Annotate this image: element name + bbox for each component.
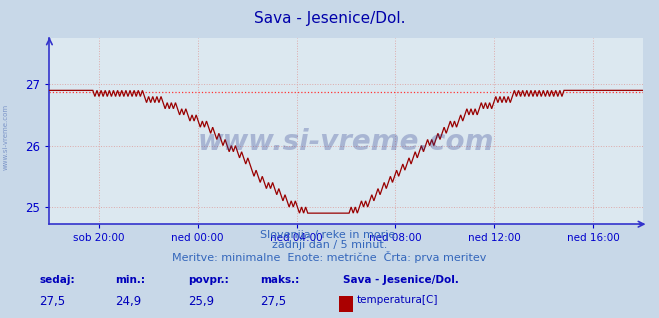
- Text: temperatura[C]: temperatura[C]: [357, 295, 439, 305]
- Text: povpr.:: povpr.:: [188, 275, 229, 285]
- Text: Slovenija / reke in morje.: Slovenija / reke in morje.: [260, 230, 399, 239]
- Text: 25,9: 25,9: [188, 295, 214, 308]
- Text: Meritve: minimalne  Enote: metrične  Črta: prva meritev: Meritve: minimalne Enote: metrične Črta:…: [172, 251, 487, 263]
- Text: www.si-vreme.com: www.si-vreme.com: [2, 104, 9, 170]
- Text: zadnji dan / 5 minut.: zadnji dan / 5 minut.: [272, 240, 387, 250]
- Text: sedaj:: sedaj:: [40, 275, 75, 285]
- Text: 27,5: 27,5: [260, 295, 287, 308]
- Text: maks.:: maks.:: [260, 275, 300, 285]
- Text: min.:: min.:: [115, 275, 146, 285]
- Text: Sava - Jesenice/Dol.: Sava - Jesenice/Dol.: [343, 275, 459, 285]
- Text: Sava - Jesenice/Dol.: Sava - Jesenice/Dol.: [254, 11, 405, 26]
- Text: www.si-vreme.com: www.si-vreme.com: [198, 128, 494, 156]
- Text: 24,9: 24,9: [115, 295, 142, 308]
- Text: 27,5: 27,5: [40, 295, 66, 308]
